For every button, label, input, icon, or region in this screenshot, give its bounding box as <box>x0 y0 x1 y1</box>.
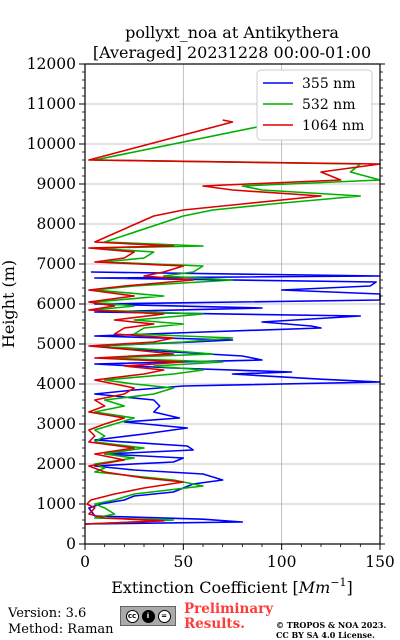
legend-label-1064: 1064 nm <box>302 118 364 134</box>
y-tick-label: 9000 <box>37 175 76 193</box>
method-text: Method: Raman <box>8 622 114 637</box>
copyright-line2: CC BY SA 4.0 License. <box>276 630 375 640</box>
y-tick-label: 0 <box>66 535 76 553</box>
copyright-line1: © TROPOS & NOA 2023. <box>276 620 387 630</box>
legend-box <box>256 69 373 141</box>
y-tick-label: 8000 <box>37 215 76 233</box>
chart-title-line1: pollyxt_noa at Antikythera <box>125 23 339 42</box>
x-tick-label: 50 <box>173 553 193 571</box>
version-text: Version: 3.6 <box>8 606 87 621</box>
y-tick-label: 1000 <box>37 495 76 513</box>
by-icon: i <box>141 609 155 623</box>
chart-title-line2: [Averaged] 20231228 00:00-01:00 <box>93 43 371 62</box>
x-axis: 0 50 100 150 <box>80 544 395 571</box>
preliminary-line1: Preliminary <box>184 601 274 617</box>
x-tick-label: 150 <box>365 553 395 571</box>
series-layer <box>84 119 381 525</box>
cc-icon: cc <box>125 609 139 623</box>
y-tick-label: 4000 <box>37 375 76 393</box>
sa-icon: = <box>157 609 171 623</box>
y-tick-label: 7000 <box>37 255 76 273</box>
cc-license-badge: cc i = <box>120 606 176 626</box>
preliminary-line2: Results. <box>184 616 245 632</box>
y-tick-label: 11000 <box>27 95 76 113</box>
y-tick-label: 5000 <box>37 335 76 353</box>
y-tick-label: 6000 <box>37 295 76 313</box>
copyright-notice: © TROPOS & NOA 2023. CC BY SA 4.0 Licens… <box>276 620 386 640</box>
legend-label-532: 532 nm <box>302 97 355 113</box>
footer-info: Version: 3.6 Method: Raman <box>8 606 114 638</box>
y-axis-label: Height (m) <box>0 260 18 348</box>
y-tick-label: 12000 <box>27 55 76 73</box>
legend-label-355: 355 nm <box>302 76 355 92</box>
x-axis-label: Extinction Coefficient [Mm−1] <box>111 576 353 597</box>
y-tick-label: 3000 <box>37 415 76 433</box>
preliminary-results-notice: Preliminary Results. <box>184 602 273 632</box>
y-axis: 0 1000 2000 3000 4000 5000 6000 7000 8000 9000 100… <box>27 55 385 553</box>
legend: 355 nm 532 nm 1064 nm <box>256 69 373 141</box>
y-tick-label: 10000 <box>27 135 76 153</box>
y-tick-label: 2000 <box>37 455 76 473</box>
x-tick-label: 100 <box>267 553 297 571</box>
series-line-355-nm <box>84 271 381 525</box>
series-line-1064-nm <box>84 119 381 525</box>
x-tick-label: 0 <box>80 553 90 571</box>
extinction-profile-chart: pollyxt_noa at Antikythera [Averaged] 20… <box>0 23 395 597</box>
